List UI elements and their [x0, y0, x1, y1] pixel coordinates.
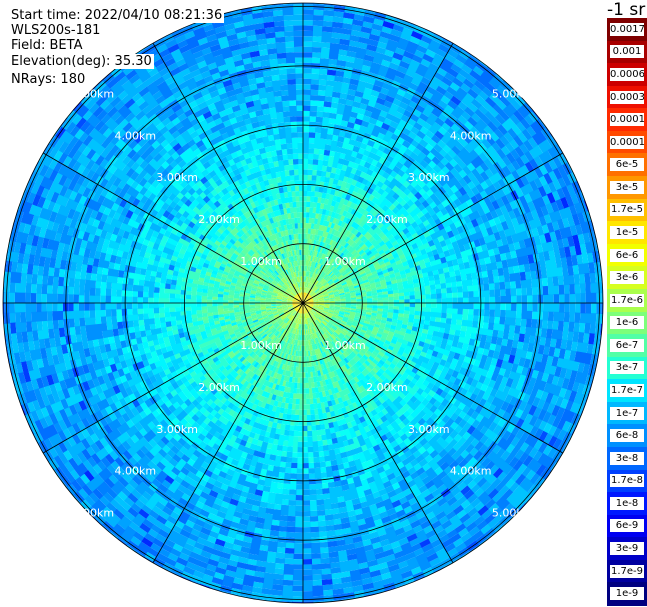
range-ring-label: 4.00km: [115, 129, 157, 142]
data-cell-group: [271, 271, 335, 335]
colorbar-tick-label: 1e-5: [610, 225, 644, 239]
range-ring-label: 5.00km: [73, 507, 115, 520]
colorbar-tick-label: 0.0017: [610, 22, 644, 36]
azimuth-spoke: [302, 302, 454, 563]
colorbar-tick-label: 3e-7: [610, 361, 644, 375]
data-cell-group: [58, 57, 548, 545]
range-ring-label: 3.00km: [408, 423, 450, 436]
range-ring-label: 2.00km: [198, 213, 240, 226]
colorbar-tick-label: 1e-6: [610, 316, 644, 330]
colorbar-tick-label: 1e-8: [610, 496, 644, 510]
range-ring-label: 5.00km: [492, 507, 534, 520]
elevation-text: Elevation(deg): 35.30: [11, 54, 154, 69]
colorbar-tick-label: 6e-6: [610, 248, 644, 262]
range-ring: [6, 6, 600, 600]
data-cell-group: [182, 175, 429, 437]
range-ring-label: 1.00km: [324, 339, 366, 352]
range-ring-label: 1.00km: [240, 339, 282, 352]
range-rings: [2, 2, 604, 604]
range-ring-label: 2.00km: [366, 381, 408, 394]
azimuth-spoke: [42, 302, 304, 454]
colorbar-tick-label: 6e-9: [610, 519, 644, 533]
colorbar: 0.0017 0.001 0.0006 0.0003 0.00017 0.0001 6e-5…: [607, 18, 647, 606]
azimuth-spoke: [302, 152, 563, 304]
colorbar-tick-label: 1.7e-8: [610, 474, 644, 488]
ppi-scan-plot: 1.00km 1.00km 1.00km 1.00km 2.00km 2.00km 2.00…: [2, 2, 604, 604]
colorbar-tick-label: 6e-7: [610, 338, 644, 352]
colorbar-tick-label: 6e-8: [610, 429, 644, 443]
range-ring: [243, 243, 363, 363]
nrays-text: NRays: 180: [11, 72, 86, 87]
colorbar-tick-label: 1.7e-6: [610, 293, 644, 307]
data-cell-group: [3, 3, 603, 603]
field-text: Field: BETA: [11, 38, 83, 53]
azimuth-spoke: [302, 302, 563, 454]
colorbar-tick-label: 1.7e-5: [610, 203, 644, 217]
colorbar-tick-label: 0.0006: [610, 67, 644, 81]
range-ring-label: 3.00km: [156, 423, 198, 436]
colorbar-unit-title: -1 sr: [607, 0, 646, 20]
colorbar-tick-label: 3e-5: [610, 180, 644, 194]
instrument-name-text: WLS200s-181: [11, 23, 101, 38]
range-ring: [183, 183, 422, 422]
colorbar-tick-label: 1e-9: [610, 587, 644, 601]
azimuth-spokes: [3, 3, 603, 603]
colorbar-tick-label: 0.001: [610, 45, 644, 59]
range-ring: [124, 124, 482, 482]
azimuth-spoke: [42, 152, 304, 304]
range-ring-label: 1.00km: [240, 255, 282, 268]
data-cell-group: [276, 276, 330, 330]
colorbar-tick-label: 0.0003: [610, 90, 644, 104]
data-cell-group: [3, 3, 603, 603]
plot-boundary: [2, 2, 604, 604]
data-cell-group: [100, 100, 506, 503]
range-ring-label: 3.00km: [408, 171, 450, 184]
range-ring-label: 1.00km: [324, 255, 366, 268]
data-cell-group: [233, 237, 372, 362]
range-ring-label: 3.00km: [156, 171, 198, 184]
data-cell-group: [192, 185, 413, 415]
azimuth-spoke: [302, 42, 454, 304]
azimuth-spoke: [152, 302, 304, 563]
range-ring-label: 2.00km: [366, 213, 408, 226]
azimuth-spoke: [152, 42, 304, 304]
colorbar-tick-label: 0.0001: [610, 135, 644, 149]
range-ring-label: 5.00km: [492, 87, 534, 100]
colorbar-tick-label: 3e-8: [610, 451, 644, 465]
colorbar-tick-label: 0.00017: [610, 113, 644, 127]
colorbar-tick-label: 3e-6: [610, 271, 644, 285]
range-ring-label: 5.00km: [73, 87, 115, 100]
colorbar-tick-label: 6e-5: [610, 158, 644, 172]
range-ring-label: 4.00km: [450, 129, 492, 142]
colorbar-tick-label: 1e-7: [610, 406, 644, 420]
data-cell-group: [21, 17, 597, 581]
data-cell-group: [158, 159, 441, 446]
start-time-text: Start time: 2022/04/10 08:21:36: [11, 8, 225, 23]
data-cell-group: [116, 121, 485, 489]
range-ring-label: 4.00km: [450, 465, 492, 478]
range-ring: [65, 65, 541, 541]
colorbar-tick-label: 1.7e-9: [610, 564, 644, 578]
data-cell-group: [3, 3, 603, 603]
colorbar-tick-label: 3e-9: [610, 542, 644, 556]
range-ring-label: 2.00km: [198, 381, 240, 394]
range-ring-label: 4.00km: [115, 465, 157, 478]
range-ring-labels: 1.00km 1.00km 1.00km 1.00km 2.00km 2.00km 2.00…: [73, 87, 534, 519]
colorbar-tick-label: 1.7e-7: [610, 384, 644, 398]
